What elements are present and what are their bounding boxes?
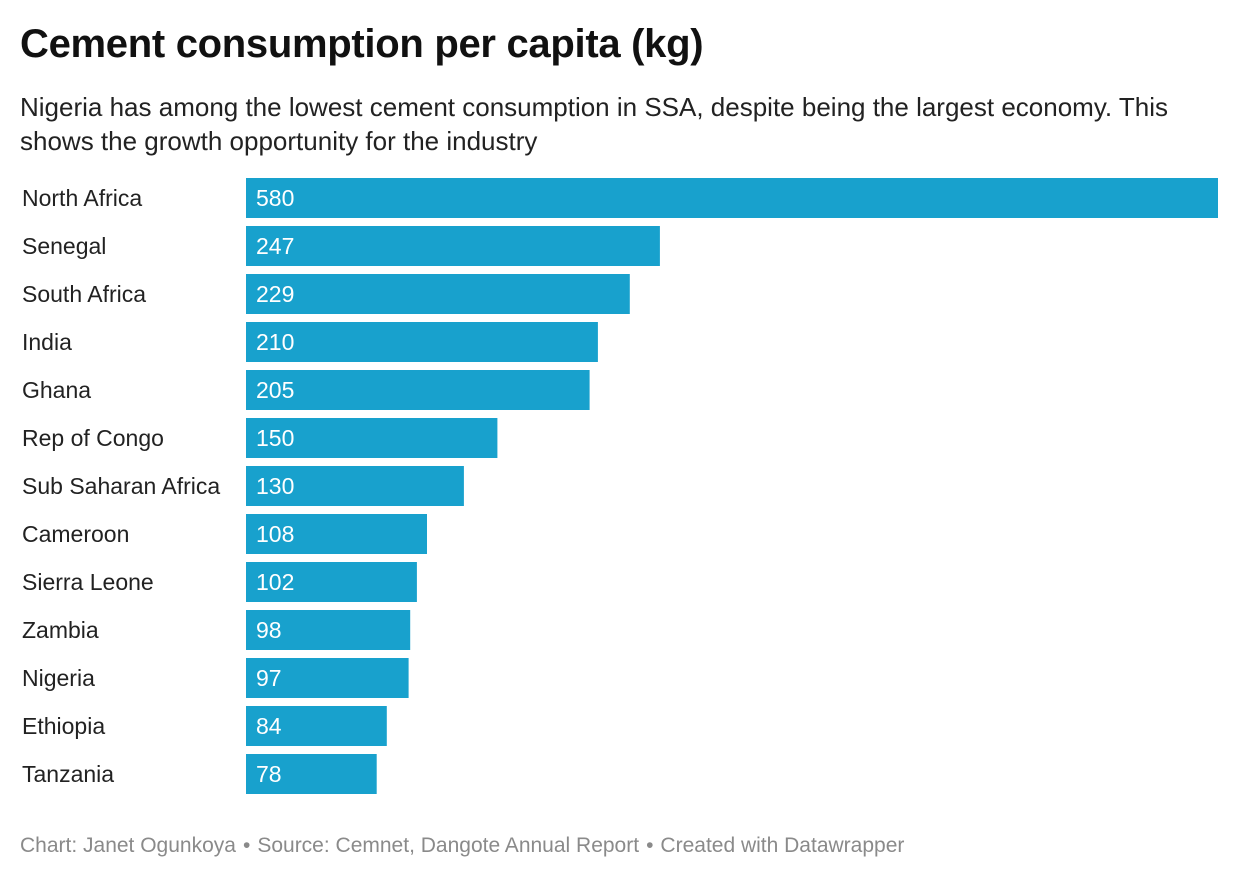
category-label: Cameroon bbox=[22, 521, 129, 547]
bar-value-label: 102 bbox=[256, 569, 294, 595]
bar bbox=[246, 514, 427, 554]
bar bbox=[246, 418, 498, 458]
bar bbox=[246, 610, 411, 650]
chart-area: North Africa 580 Senegal 247 South Africa 229… bbox=[0, 178, 1240, 798]
bar bbox=[246, 226, 660, 266]
category-label: Senegal bbox=[22, 233, 106, 259]
bar bbox=[246, 562, 417, 602]
category-label: India bbox=[22, 329, 72, 355]
footer-credit: Chart: Janet Ogunkoya bbox=[20, 834, 236, 857]
bar bbox=[246, 754, 377, 794]
footer-source: Source: Cemnet, Dangote Annual Report bbox=[257, 834, 640, 857]
category-label: North Africa bbox=[22, 185, 142, 211]
bar-value-label: 580 bbox=[256, 185, 294, 211]
category-label: Sub Saharan Africa bbox=[22, 473, 220, 499]
category-label: Zambia bbox=[22, 617, 99, 643]
bar bbox=[246, 322, 598, 362]
bar-value-label: 84 bbox=[256, 713, 282, 739]
footer-separator: • bbox=[646, 834, 654, 857]
bar-value-label: 130 bbox=[256, 473, 294, 499]
bar-value-label: 247 bbox=[256, 233, 294, 259]
bar-value-label: 97 bbox=[256, 665, 282, 691]
category-label: Tanzania bbox=[22, 761, 114, 787]
bar bbox=[246, 466, 464, 506]
footer-separator: • bbox=[242, 834, 251, 857]
bar-chart: North Africa 580 Senegal 247 South Africa 229… bbox=[22, 178, 1218, 794]
bar bbox=[246, 706, 387, 746]
chart-subtitle: Nigeria has among the lowest cement cons… bbox=[20, 92, 1168, 156]
bar-value-label: 98 bbox=[256, 617, 282, 643]
bar-value-label: 108 bbox=[256, 521, 294, 547]
category-label: Ghana bbox=[22, 377, 91, 403]
chart-footer: Chart: Janet Ogunkoya • Source: Cemnet, Da… bbox=[20, 834, 904, 858]
bar-value-label: 229 bbox=[256, 281, 294, 307]
bar-value-label: 210 bbox=[256, 329, 294, 355]
bar-value-label: 78 bbox=[256, 761, 282, 787]
category-label: Rep of Congo bbox=[22, 425, 164, 451]
category-label: South Africa bbox=[22, 281, 146, 307]
bar-value-label: 205 bbox=[256, 377, 294, 403]
footer-tool: Created with Datawrapper bbox=[660, 834, 905, 857]
chart-title: Cement consumption per capita (kg) bbox=[20, 22, 704, 66]
bar bbox=[246, 274, 630, 314]
category-label: Sierra Leone bbox=[22, 569, 154, 595]
bar bbox=[246, 370, 590, 410]
category-label: Nigeria bbox=[22, 665, 95, 691]
bar-value-label: 150 bbox=[256, 425, 294, 451]
bar bbox=[246, 658, 409, 698]
bar bbox=[246, 178, 1218, 218]
category-label: Ethiopia bbox=[22, 713, 105, 739]
